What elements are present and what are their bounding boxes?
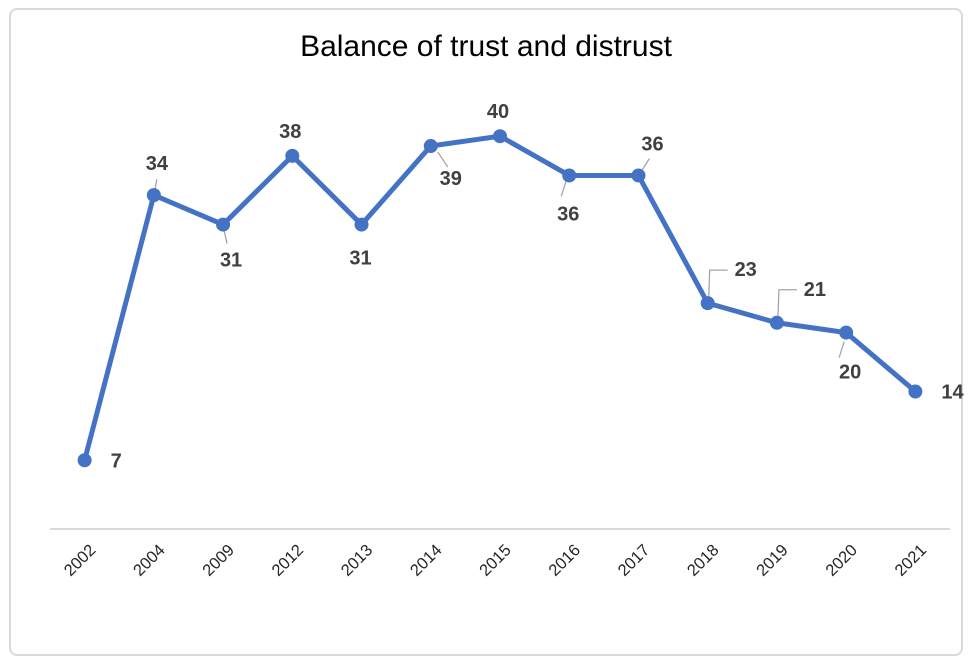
x-axis-label: 2012 [268,541,307,580]
data-point-marker [146,188,161,203]
data-point-label: 36 [557,203,579,225]
chart-frame [9,8,963,656]
label-leader-line [777,289,797,319]
data-point-label: 23 [735,259,757,281]
data-point-label: 31 [349,248,371,270]
chart-title: Balance of trust and distrust [300,30,672,63]
label-leader-line [437,151,449,168]
data-point-label: 38 [279,121,301,143]
data-point-marker [839,325,854,340]
data-point-marker [77,453,92,468]
data-point-label: 36 [641,133,663,155]
data-point-marker [216,217,231,232]
data-point-marker [493,129,507,144]
x-axis-label: 2009 [199,541,238,580]
data-point-label: 7 [111,450,122,472]
x-axis-label: 2018 [684,541,723,580]
data-point-label: 31 [220,250,242,272]
x-axis-label: 2013 [338,541,377,580]
data-point-marker [354,217,369,232]
label-leader-line [641,158,651,170]
x-axis-label: 2015 [476,541,515,580]
data-point-marker [631,168,646,183]
x-axis-label: 2020 [822,541,861,580]
series-line [82,133,918,463]
data-point-marker [700,296,715,311]
data-point-label: 20 [839,362,861,384]
label-leader-line [223,230,228,244]
x-axis-label: 2016 [545,541,584,580]
data-point-marker [285,148,300,163]
x-axis-label: 2021 [892,541,931,580]
data-point-label: 40 [487,101,509,123]
label-leader-line [708,269,728,300]
x-axis-label: 2014 [407,541,446,580]
data-point-marker [769,315,784,330]
data-point-label: 21 [804,279,826,301]
label-leader-line [560,180,567,197]
data-point-label: 14 [941,382,964,404]
x-axis-label: 2004 [130,541,169,580]
data-point-label: 34 [146,153,169,175]
x-axis-label: 2017 [615,541,654,580]
data-point-label: 39 [440,168,462,190]
x-axis-label: 2002 [61,541,100,580]
data-point-marker [423,139,438,154]
data-point-marker [562,168,577,183]
data-point-marker [908,384,923,399]
x-axis-label: 2019 [753,541,792,580]
label-leader-line [838,341,845,358]
